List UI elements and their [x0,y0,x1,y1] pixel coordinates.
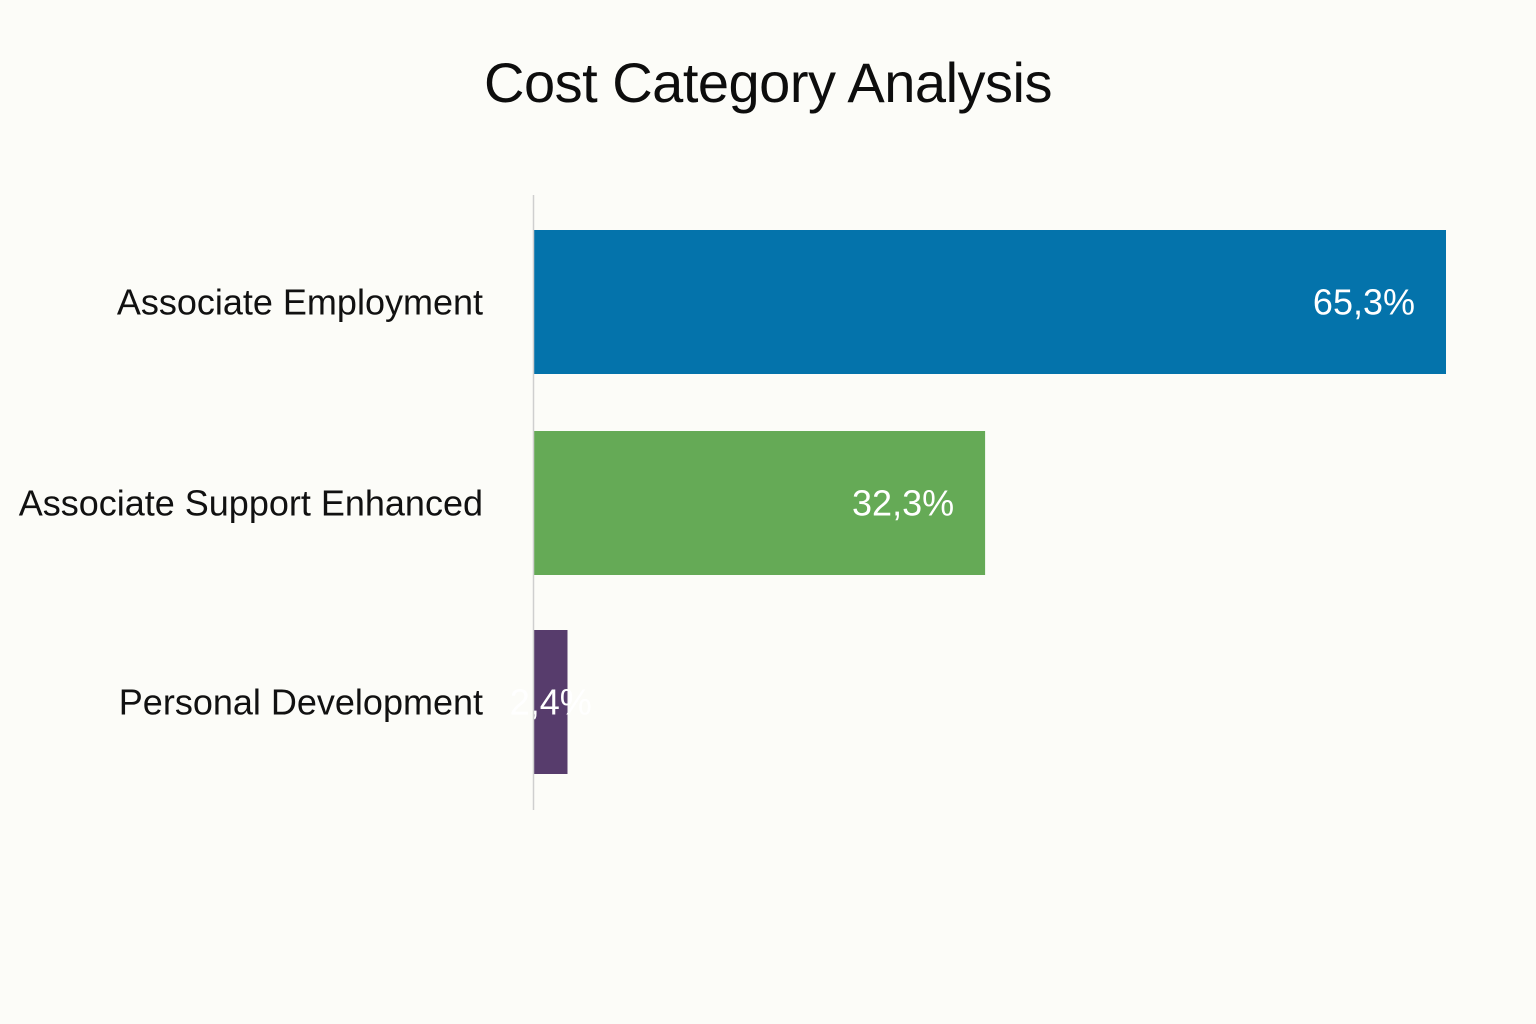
bar-1 [534,431,986,575]
value-label-2: 2,4% [510,682,592,723]
category-label-2: Personal Development [119,682,483,723]
value-label-0: 65,3% [1313,282,1415,323]
bar-2 [534,630,568,774]
category-label-1: Associate Support Enhanced [19,483,483,524]
chart-title: Cost Category Analysis [484,51,1052,114]
value-label-1: 32,3% [852,483,954,524]
bar-0 [534,230,1446,374]
category-label-0: Associate Employment [117,282,483,323]
